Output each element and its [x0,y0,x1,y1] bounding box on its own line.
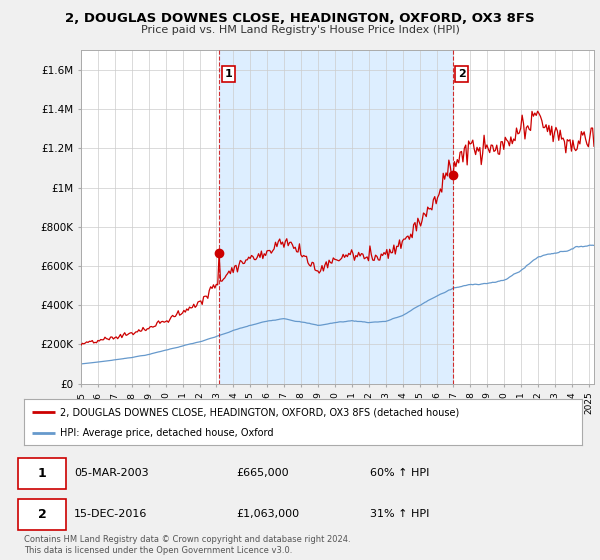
Text: £665,000: £665,000 [236,469,289,478]
Text: 1: 1 [38,467,47,480]
Text: 15-DEC-2016: 15-DEC-2016 [74,510,148,519]
Bar [220,50,453,384]
Text: 2, DOUGLAS DOWNES CLOSE, HEADINGTON, OXFORD, OX3 8FS (detached house): 2, DOUGLAS DOWNES CLOSE, HEADINGTON, OXF… [60,407,460,417]
FancyBboxPatch shape [19,458,66,489]
Text: Contains HM Land Registry data © Crown copyright and database right 2024.
This d: Contains HM Land Registry data © Crown c… [24,535,350,555]
Text: 2: 2 [38,508,47,521]
Text: 1: 1 [224,69,232,79]
Text: £1,063,000: £1,063,000 [236,510,299,519]
Text: 05-MAR-2003: 05-MAR-2003 [74,469,149,478]
Text: Price paid vs. HM Land Registry's House Price Index (HPI): Price paid vs. HM Land Registry's House … [140,25,460,35]
Text: 2, DOUGLAS DOWNES CLOSE, HEADINGTON, OXFORD, OX3 8FS: 2, DOUGLAS DOWNES CLOSE, HEADINGTON, OXF… [65,12,535,25]
Text: 2: 2 [458,69,466,79]
Text: 60% ↑ HPI: 60% ↑ HPI [370,469,430,478]
Text: HPI: Average price, detached house, Oxford: HPI: Average price, detached house, Oxfo… [60,428,274,438]
Text: 31% ↑ HPI: 31% ↑ HPI [370,510,430,519]
FancyBboxPatch shape [19,499,66,530]
